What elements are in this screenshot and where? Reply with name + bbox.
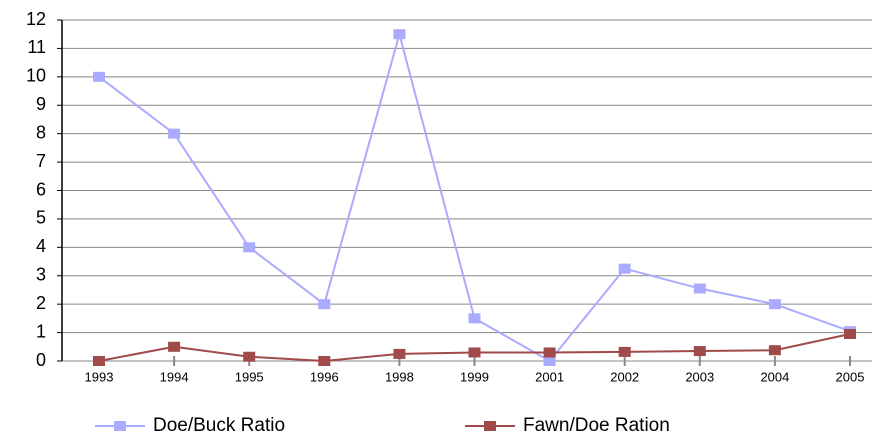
- x-tick-label: 2001: [535, 369, 564, 384]
- y-tick-label: 0: [36, 350, 46, 370]
- x-tick-label: 1998: [385, 369, 414, 384]
- point-marker: [618, 346, 631, 357]
- point-marker: [543, 356, 556, 366]
- point-marker: [693, 346, 706, 357]
- x-tick-label: 2004: [760, 369, 789, 384]
- legend-label: Doe/Buck Ratio: [153, 415, 285, 436]
- y-tick-label: 12: [26, 9, 46, 29]
- y-tick-label: 7: [36, 151, 46, 171]
- point-marker: [168, 341, 181, 352]
- point-marker: [543, 347, 556, 358]
- point-marker: [693, 283, 706, 294]
- point-marker: [618, 263, 631, 274]
- y-tick-label: 2: [36, 293, 46, 313]
- y-tick-label: 11: [27, 37, 46, 57]
- x-tick-label: 1994: [160, 369, 189, 384]
- y-tick-label: 4: [36, 236, 46, 256]
- series-line: [98, 30, 851, 363]
- x-tick-label: 1995: [235, 369, 264, 384]
- point-marker: [243, 351, 256, 362]
- point-marker: [318, 299, 331, 310]
- x-tick-label: 1993: [85, 369, 114, 384]
- point-marker: [393, 348, 406, 359]
- point-marker: [318, 356, 331, 366]
- y-tick-label: 10: [26, 66, 46, 86]
- legend-marker: [484, 421, 496, 431]
- point-marker: [768, 345, 781, 356]
- y-tick-label: 8: [36, 122, 46, 142]
- x-tick-label: 1999: [460, 369, 489, 384]
- point-marker: [768, 299, 781, 310]
- point-marker: [168, 128, 181, 139]
- point-marker: [243, 242, 256, 253]
- point-marker: [844, 329, 856, 340]
- y-tick-label: 6: [36, 179, 46, 199]
- point-marker: [393, 29, 406, 40]
- legend-marker: [114, 421, 126, 431]
- legend-label: Fawn/Doe Ration: [523, 415, 670, 436]
- point-marker: [93, 71, 105, 82]
- point-marker: [93, 356, 105, 366]
- x-tick-label: 1996: [310, 369, 339, 384]
- point-marker: [468, 347, 481, 358]
- x-tick-label: 2002: [610, 369, 639, 384]
- point-marker: [468, 313, 481, 324]
- y-tick-label: 5: [36, 208, 46, 228]
- y-tick-label: 9: [36, 94, 46, 114]
- x-tick-label: 2003: [685, 369, 714, 384]
- y-tick-label: 1: [36, 321, 46, 341]
- y-tick-label: 3: [36, 265, 46, 285]
- x-tick-label: 2005: [836, 369, 865, 384]
